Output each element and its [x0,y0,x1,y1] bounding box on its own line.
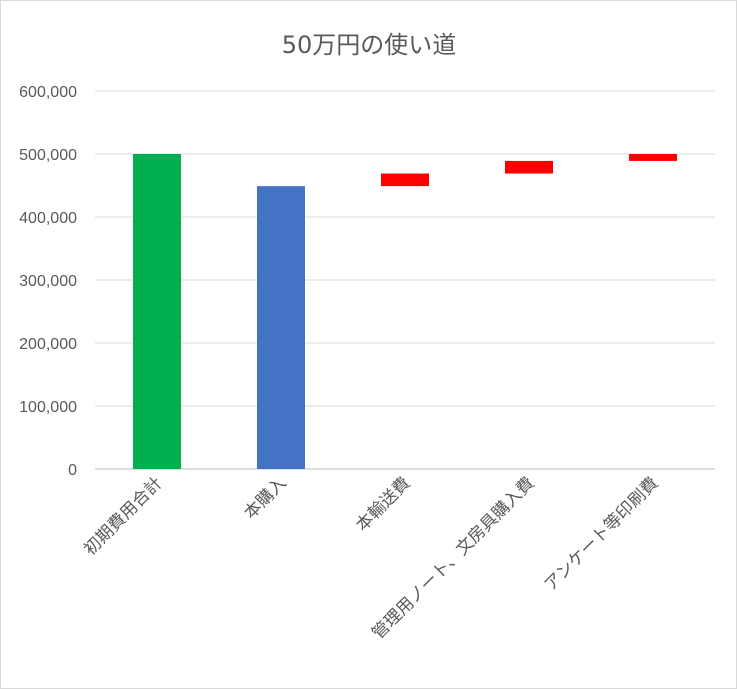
y-axis-tick-labels: 0 100,000 200,000 300,000 400,000 500,000 600,… [19,84,77,479]
category-label: アンケート等印刷費 [541,473,663,595]
y-tick-label: 0 [68,462,77,479]
gridlines [95,90,715,470]
bar-3 [381,173,429,187]
bars [133,154,677,469]
y-tick-label: 600,000 [19,84,77,101]
y-tick-label: 400,000 [19,210,77,227]
category-label: 本輸送費 [352,473,414,535]
bar-4 [505,160,553,174]
bar-2 [257,186,305,469]
chart-title: 50万円の使い道 [282,31,457,59]
y-tick-label: 100,000 [19,399,77,416]
y-tick-label: 300,000 [19,273,77,290]
bar-1 [133,154,181,469]
y-tick-label: 200,000 [19,336,77,353]
bar-5 [629,154,677,161]
category-label: 本購入 [240,473,290,523]
category-label: 初期費用合計 [80,473,166,559]
y-tick-label: 500,000 [19,147,77,164]
